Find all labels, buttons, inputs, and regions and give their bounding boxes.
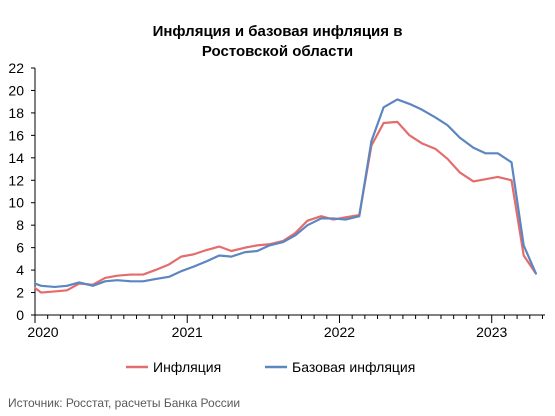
series-group [33, 98, 537, 294]
x-tick-label: 2021 [172, 324, 203, 340]
chart-title-line-2: Ростовской области [201, 43, 354, 60]
x-tick-label: 2023 [476, 324, 507, 340]
y-tick-label: 16 [8, 127, 24, 143]
y-tick-label: 22 [8, 60, 24, 76]
y-tick-label: 20 [8, 82, 24, 98]
y-tick-label: 10 [8, 195, 24, 211]
y-tick-label: 12 [8, 172, 24, 188]
legend: Инфляция Базовая инфляция [126, 359, 415, 375]
y-tick-label: 2 [16, 285, 24, 301]
x-tick-label: 2020 [27, 324, 58, 340]
series-line-core-inflation [33, 98, 537, 289]
legend-label: Базовая инфляция [292, 359, 415, 375]
chart-title-line-1: Инфляция и базовая инфляция в [152, 23, 403, 40]
x-tick-label: 2022 [324, 324, 355, 340]
chart-title: Инфляция и базовая инфляция в Ростовской… [0, 22, 555, 62]
source-note: Источник: Росстат, расчеты Банка России [8, 396, 241, 410]
y-tick-label: 8 [16, 217, 24, 233]
y-tick-label: 14 [8, 150, 24, 166]
legend-label: Инфляция [153, 359, 221, 375]
y-tick-label: 18 [8, 105, 24, 121]
y-tick-label: 6 [16, 240, 24, 256]
y-axis: 0 2 4 6 8 10 12 14 16 18 20 22 [8, 60, 36, 323]
y-tick-label: 0 [16, 307, 24, 323]
series-line-inflation [33, 120, 537, 294]
x-axis: 2020 2021 2022 2023 [27, 314, 545, 340]
y-tick-label: 4 [16, 262, 24, 278]
